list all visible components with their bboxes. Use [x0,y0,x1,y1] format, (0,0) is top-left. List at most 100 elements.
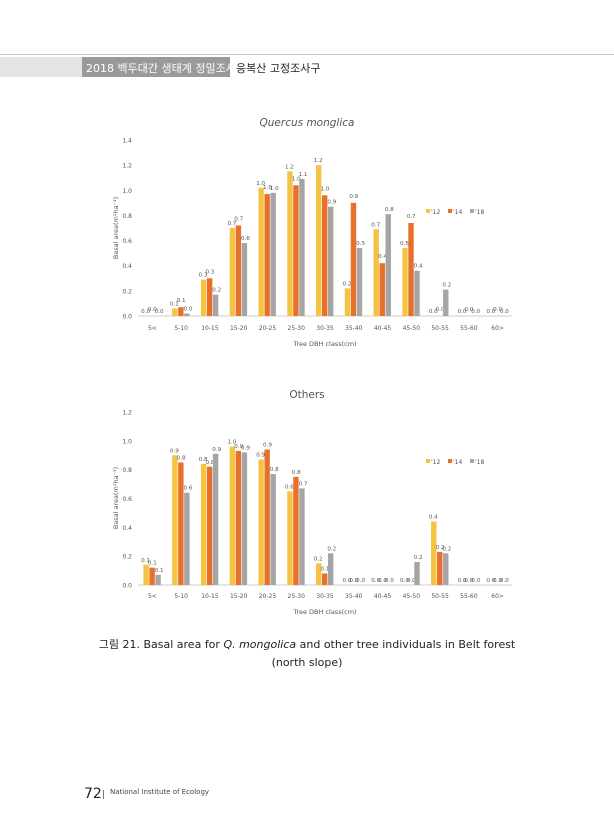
data-label: 0.0 [400,578,409,584]
data-label: 0.5 [400,241,409,247]
data-label: 0.9 [349,194,358,200]
legend-label: '12 [431,209,440,216]
header-series-box [82,57,230,77]
bar-y12-3 [229,446,236,585]
bar-y18-7 [356,248,363,316]
bar-y12-5 [287,171,293,316]
data-label: 0.1 [148,561,157,567]
data-label: 1.1 [299,172,308,178]
legend-swatch [470,209,474,213]
x-tick-label: 35-40 [345,325,363,332]
bar-y18-1 [184,492,190,585]
x-tick-label: 5-10 [174,325,188,332]
bar-y12-6 [316,165,322,316]
data-label: 0.9 [256,453,265,459]
chart-title: Others [289,389,324,401]
data-label: 1.0 [256,181,265,187]
x-tick-label: 15-20 [230,593,248,600]
data-label: 0.2 [343,281,352,287]
data-label: 0.0 [493,578,502,584]
data-label: 0.0 [493,307,502,313]
x-tick-label: 25-30 [288,325,306,332]
legend-label: '14 [453,209,462,216]
legend-label: '12 [431,459,440,466]
x-tick-label: 25-30 [288,593,306,600]
data-label: 0.0 [464,307,473,313]
data-label: 1.0 [263,185,272,191]
x-tick-label: 10-15 [201,325,219,332]
data-label: 0.2 [442,546,451,552]
bar-y18-0 [155,574,161,585]
bar-y14-4 [264,449,270,585]
bar-y14-0 [149,567,155,585]
bar-y14-5 [293,476,299,585]
bar-y12-1 [172,308,178,316]
legend-label: '18 [475,209,484,216]
y-tick-label: 0.4 [122,525,132,532]
bar-y18-4 [270,473,276,585]
x-tick-label: 40-45 [374,593,392,600]
data-label: 0.0 [464,578,473,584]
legend-swatch [448,209,452,213]
y-tick-label: 1.4 [122,138,132,145]
bar-y12-6 [316,563,322,585]
data-label: 0.7 [407,214,416,220]
data-label: 0.8 [270,467,279,473]
legend-label: '14 [453,459,462,466]
y-tick-label: 0.0 [122,583,132,590]
caption-line-1: 그림 21. Basal area for Q. mongolica and o… [0,636,614,654]
data-label: 0.1 [155,568,164,574]
bar-y18-3 [241,452,248,585]
bar-y14-2 [206,278,213,316]
data-label: 0.7 [227,221,236,227]
data-label: 0.0 [500,578,509,584]
y-tick-label: 0.4 [122,263,132,270]
data-label: 0.2 [414,555,423,561]
x-tick-label: 20-25 [259,593,277,600]
page-number: 72 [84,786,102,802]
bar-y18-9 [414,561,420,585]
bar-y12-4 [258,187,264,316]
x-axis-label: Tree DBH class(cm) [292,340,356,348]
bar-y14-3 [235,225,242,316]
bar-y12-5 [287,491,293,585]
x-tick-label: 40-45 [374,325,392,332]
bar-y12-9 [402,248,408,316]
y-tick-label: 0.6 [122,496,132,503]
bar-y14-6 [322,573,328,585]
data-label: 0.7 [234,216,243,222]
data-label: 0.7 [299,481,308,487]
x-tick-label: 20-25 [259,325,277,332]
bar-y18-2 [212,453,219,585]
caption-line-2: (north slope) [271,656,343,669]
bar-y12-2 [200,279,207,316]
bar-y18-8 [385,214,391,316]
x-tick-label: 5< [148,325,157,332]
legend-swatch [470,459,474,463]
x-tick-label: 60> [491,325,504,332]
data-label: 0.0 [349,578,358,584]
bar-y12-7 [344,288,351,316]
x-tick-label: 50-55 [431,593,449,600]
footer-separator [103,790,104,799]
data-label: 0.2 [442,283,451,289]
data-label: 0.0 [486,309,495,315]
top-rule [0,54,614,55]
figure-caption: 그림 21. Basal area for Q. mongolica and o… [0,636,614,672]
data-label: 0.3 [205,269,214,275]
data-label: 1.2 [285,164,294,170]
bar-y12-8 [373,229,379,316]
data-label: 0.1 [321,566,330,572]
data-label: 0.6 [285,484,294,490]
others-basal-area-chart: Others 0.0 0.2 0.4 0.6 0.8 1.0 1.2 Basal area(m²… [112,389,512,616]
data-label: 0.0 [500,309,509,315]
data-label: 0.4 [414,264,423,270]
data-label: 1.2 [314,158,323,164]
data-label: 0.9 [212,447,221,453]
bar-y14-1 [178,307,184,316]
data-label: 0.0 [436,307,445,313]
x-tick-label: 30-35 [316,325,334,332]
data-label: 0.7 [371,222,380,228]
y-tick-label: 0.6 [122,238,132,245]
data-label: 0.0 [471,578,480,584]
